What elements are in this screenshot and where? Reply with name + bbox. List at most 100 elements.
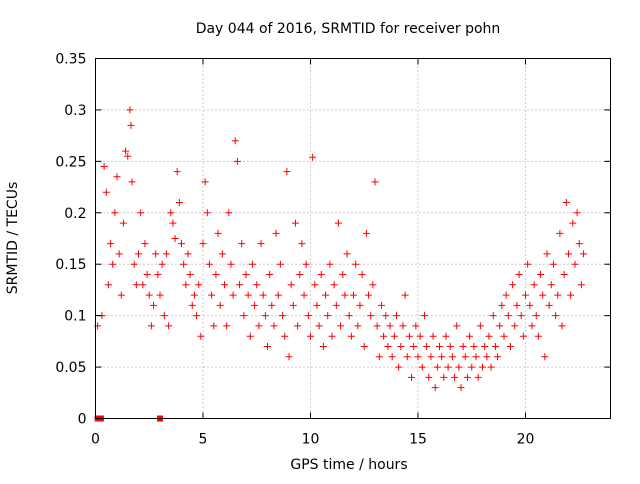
data-point (560, 271, 568, 278)
data-point (214, 229, 222, 237)
data-point (119, 219, 127, 227)
x-tick-label: 10 (302, 432, 320, 448)
data-point (339, 271, 347, 278)
data-point (294, 322, 302, 330)
data-point (470, 343, 478, 350)
data-point (248, 260, 256, 268)
data-point (178, 240, 185, 248)
data-point (539, 291, 547, 299)
data-point (423, 343, 431, 350)
data-point (530, 281, 538, 289)
data-point (169, 219, 177, 227)
data-point (463, 373, 471, 381)
data-point (552, 312, 560, 320)
data-point (476, 322, 484, 330)
x-tick-label: 5 (199, 432, 208, 448)
data-point (238, 240, 246, 248)
data-point (115, 250, 123, 258)
data-point (298, 240, 306, 248)
data-point (326, 260, 334, 268)
data-point (567, 291, 575, 299)
data-point (511, 322, 519, 330)
data-point (341, 291, 349, 299)
data-point (371, 178, 379, 186)
data-point (231, 137, 239, 145)
data-point (122, 147, 130, 155)
data-point (147, 322, 155, 330)
data-point (491, 343, 499, 350)
data-point (113, 173, 121, 181)
data-point (165, 322, 173, 330)
data-point (152, 250, 160, 258)
axis-ticks (95, 58, 611, 419)
data-point (416, 332, 424, 340)
data-point (302, 260, 310, 268)
x-axis-label: GPS time / hours (290, 457, 407, 473)
data-point (102, 188, 110, 196)
data-point (373, 322, 381, 330)
data-point (272, 229, 280, 237)
y-tick-label: 0.2 (64, 206, 86, 222)
data-point (573, 209, 581, 217)
data-point (315, 322, 323, 330)
data-point (556, 229, 564, 237)
data-point (251, 301, 259, 309)
data-point (388, 353, 396, 361)
data-point (513, 301, 521, 309)
data-point (287, 281, 295, 289)
data-point (261, 312, 269, 320)
data-point (268, 301, 276, 309)
grid (95, 58, 611, 419)
data-point (442, 332, 450, 340)
data-point (481, 343, 489, 350)
data-point (309, 153, 317, 161)
data-point (412, 322, 420, 330)
data-point (229, 291, 237, 299)
data-point (223, 322, 231, 330)
data-points (94, 106, 588, 422)
data-point (109, 260, 117, 268)
data-point (208, 291, 216, 299)
data-point (399, 322, 407, 330)
data-point (307, 332, 314, 340)
data-point (126, 106, 134, 114)
data-point (522, 291, 529, 299)
data-point (199, 240, 207, 248)
data-point (274, 291, 282, 299)
data-point (526, 301, 534, 309)
data-point (221, 281, 228, 289)
data-point (528, 322, 536, 330)
data-point (233, 157, 241, 165)
data-point (354, 322, 362, 330)
data-point (296, 271, 304, 278)
data-point (393, 312, 400, 320)
data-point (365, 291, 373, 299)
data-point (506, 343, 514, 350)
data-point (395, 363, 403, 371)
data-point (104, 281, 112, 289)
data-point (281, 332, 289, 340)
data-point (100, 163, 108, 170)
data-point (195, 281, 203, 289)
data-point (455, 363, 463, 371)
data-point (212, 271, 220, 278)
data-point (547, 281, 555, 289)
data-point (468, 363, 476, 371)
data-point (167, 209, 175, 217)
data-point (534, 332, 542, 340)
data-point (313, 301, 321, 309)
data-point (304, 312, 312, 320)
data-point (124, 152, 132, 160)
data-point (390, 332, 398, 340)
data-point (358, 271, 366, 278)
data-point (575, 240, 583, 248)
data-point (242, 271, 250, 278)
data-point (317, 271, 325, 278)
data-point (216, 301, 224, 309)
data-point (107, 240, 115, 248)
data-point (300, 291, 308, 299)
data-point (158, 260, 166, 268)
x-tick-labels: 0 5 10 15 20 (91, 432, 534, 448)
data-point (457, 384, 465, 392)
